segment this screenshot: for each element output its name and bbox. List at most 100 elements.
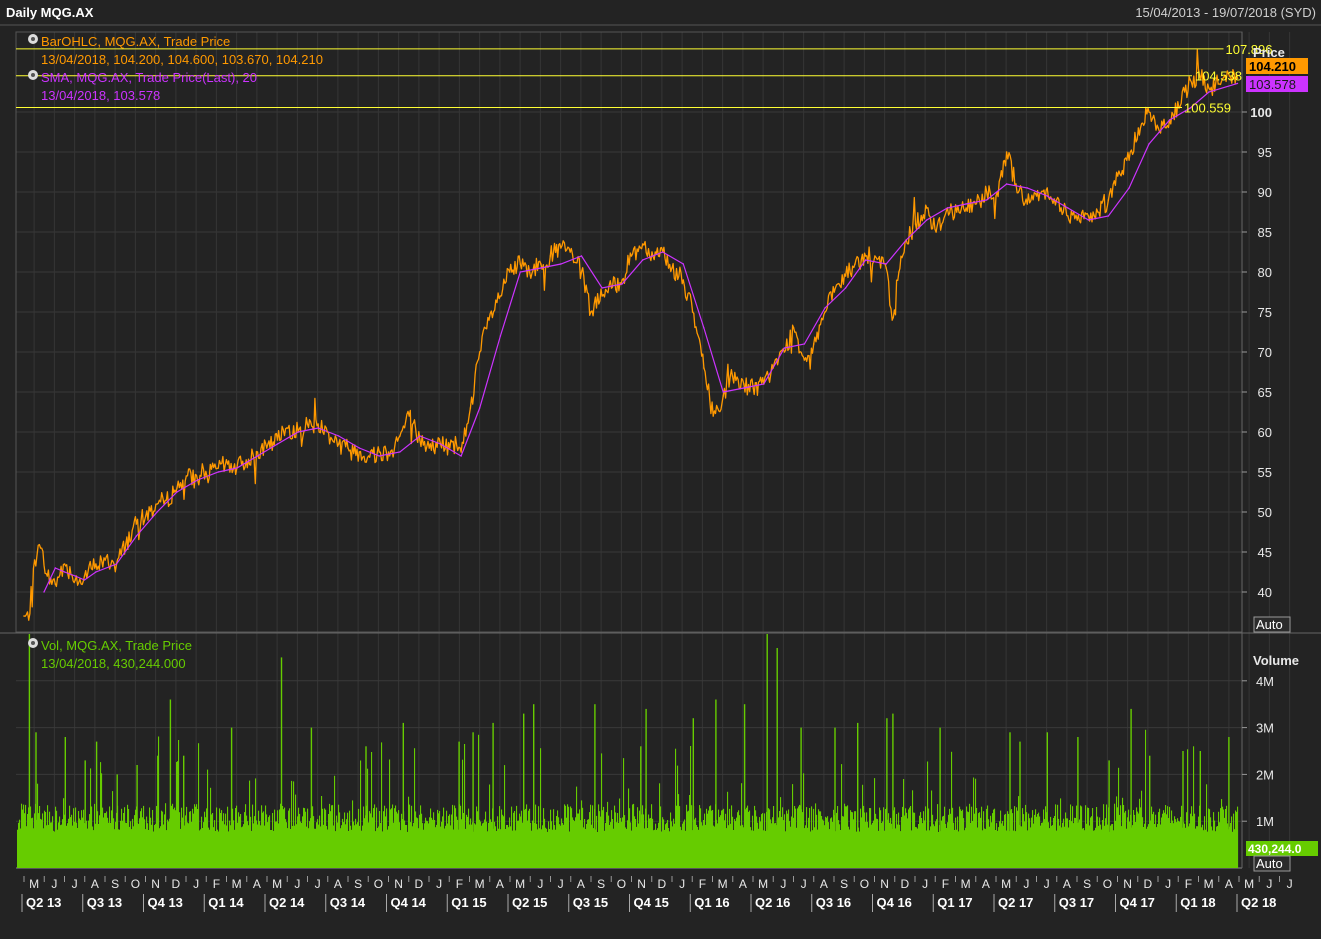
volume-bar <box>786 810 788 868</box>
volume-bar <box>609 825 611 868</box>
volume-bar <box>1097 816 1099 868</box>
volume-bar <box>843 816 845 868</box>
volume-bar <box>280 803 282 868</box>
sma-point <box>196 479 199 481</box>
volume-bar <box>361 830 363 868</box>
volume-bar <box>433 812 435 868</box>
sma-point <box>844 287 847 289</box>
volume-bar <box>709 806 711 868</box>
volume-bar <box>589 812 591 868</box>
volume-bar <box>929 830 931 868</box>
quarter-tick-label: Q2 16 <box>755 895 790 910</box>
price-axis-title: Price <box>1253 45 1285 60</box>
volume-bar <box>1125 810 1127 868</box>
volume-bar <box>871 824 873 868</box>
volume-bar <box>1158 812 1160 868</box>
sma-legend-name[interactable]: SMA, MQG.AX, Trade Price(Last), 20 <box>41 70 257 85</box>
volume-bar <box>960 809 962 868</box>
volume-bar <box>999 821 1001 868</box>
volume-bar <box>71 814 73 868</box>
volume-bar <box>43 828 45 868</box>
volume-bar <box>726 828 728 868</box>
volume-bar <box>881 823 883 868</box>
volume-bar <box>810 831 812 868</box>
price-axis-label: 70 <box>1258 345 1272 360</box>
month-tick-label: A <box>820 877 828 891</box>
volume-bar <box>1195 828 1197 868</box>
ohlc-legend-name[interactable]: BarOHLC, MQG.AX, Trade Price <box>41 34 230 49</box>
price-point <box>1189 79 1192 81</box>
volume-bar <box>76 822 78 868</box>
volume-bar <box>69 805 71 868</box>
volume-bar <box>259 821 261 868</box>
volume-bar <box>354 825 356 868</box>
volume-bar <box>123 813 125 868</box>
volume-bar <box>877 819 879 868</box>
month-tick-label: M <box>718 877 728 891</box>
price-auto-button[interactable] <box>1253 616 1291 633</box>
volume-bar <box>731 805 733 868</box>
volume-bar <box>412 826 414 868</box>
volume-bar <box>177 761 179 868</box>
volume-bar <box>788 809 790 868</box>
volume-bar <box>388 826 390 868</box>
volume-bar <box>127 804 129 868</box>
volume-bar <box>1098 825 1100 868</box>
volume-bar <box>266 814 268 868</box>
sma-point <box>1208 91 1210 93</box>
volume-bar <box>384 805 386 868</box>
price-point <box>995 195 997 197</box>
volume-bar <box>831 817 833 868</box>
volume-bar <box>1178 820 1180 868</box>
volume-bar <box>482 823 484 868</box>
sma-point <box>1236 82 1239 85</box>
volume-bar <box>1121 826 1123 868</box>
month-tick-label: A <box>1063 877 1071 891</box>
price-point <box>974 203 977 205</box>
volume-bar <box>90 768 92 868</box>
volume-bar <box>675 748 677 868</box>
volume-bar <box>1111 824 1113 868</box>
volume-bar <box>1044 819 1046 868</box>
volume-bar <box>836 812 838 868</box>
volume-bar <box>1210 817 1212 868</box>
volume-bar <box>674 823 676 868</box>
sma-point <box>1026 187 1029 189</box>
volume-bar <box>783 820 785 868</box>
volume-bar <box>154 825 156 868</box>
volume-bar <box>91 806 93 868</box>
volume-spike-bar <box>35 732 37 868</box>
volume-legend-name[interactable]: Vol, MQG.AX, Trade Price <box>41 638 192 653</box>
month-tick-label: J <box>193 877 199 891</box>
volume-bar <box>158 736 160 868</box>
volume-bar <box>212 813 214 868</box>
sma-point <box>317 427 319 429</box>
volume-bar <box>92 826 94 868</box>
volume-bar <box>832 821 834 868</box>
volume-bar <box>743 827 745 868</box>
volume-bar <box>1142 817 1144 868</box>
volume-bar <box>1074 817 1076 868</box>
legend-pin-icon-dot <box>31 641 35 645</box>
volume-bar <box>511 806 513 868</box>
month-tick-label: J <box>436 877 442 891</box>
volume-bar <box>698 829 700 868</box>
volume-bar <box>942 816 944 868</box>
volume-bar <box>1058 818 1060 868</box>
volume-bar <box>1186 812 1188 868</box>
sma-point <box>43 591 45 593</box>
price-point <box>772 367 774 369</box>
volume-bar <box>209 829 211 868</box>
volume-bar <box>952 807 954 868</box>
volume-bar <box>864 812 866 868</box>
price-point <box>156 503 158 505</box>
volume-bar <box>1192 816 1194 868</box>
volume-auto-button[interactable] <box>1253 855 1291 872</box>
volume-bar <box>83 809 85 868</box>
volume-bar <box>534 823 536 868</box>
volume-bar <box>826 817 828 868</box>
volume-bar <box>772 817 774 868</box>
price-point <box>276 439 279 441</box>
price-point <box>914 223 917 225</box>
